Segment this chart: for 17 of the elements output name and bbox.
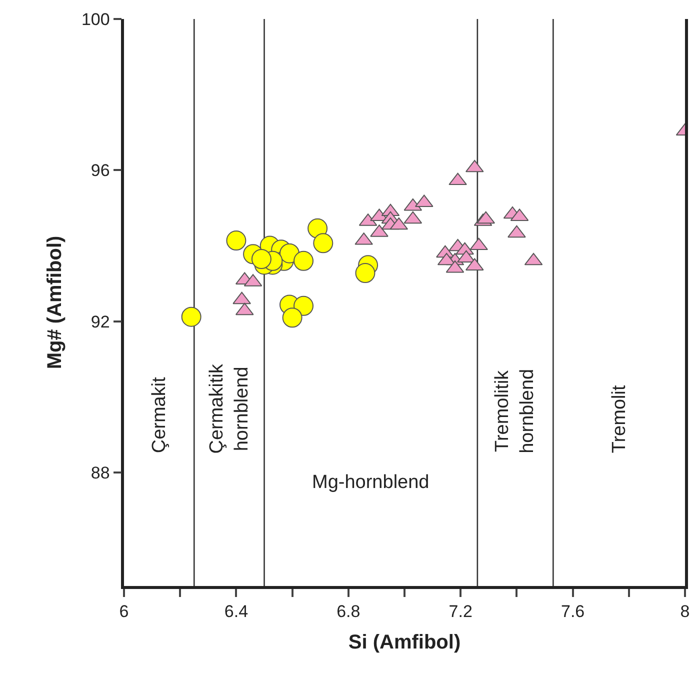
x-tick-label: 7.6 [560,602,585,622]
x-tick-label: 7.2 [448,602,472,622]
y-tick-label: 100 [81,10,110,29]
x-axis-title: Si (Amfibol) [348,632,461,654]
x-tick-label: 6.8 [336,602,360,622]
y-tick-label: 96 [90,161,110,180]
x-tick-label: 8 [680,602,690,622]
annotation: Tremolit [608,384,630,454]
annotation: Çermakit [148,376,170,454]
y-axis-title: Mg# (Amfibol) [44,236,66,370]
x-tick-label: 6 [119,602,129,622]
annotation: Mg-hornblend [312,472,430,493]
x-tick-label: 6.4 [224,602,248,622]
y-tick-label: 88 [90,464,110,483]
annotation: Tremolitik hornblend [492,368,538,454]
y-tick-label: 92 [90,312,110,332]
annotation: Çermakitik hornblend [206,364,252,454]
